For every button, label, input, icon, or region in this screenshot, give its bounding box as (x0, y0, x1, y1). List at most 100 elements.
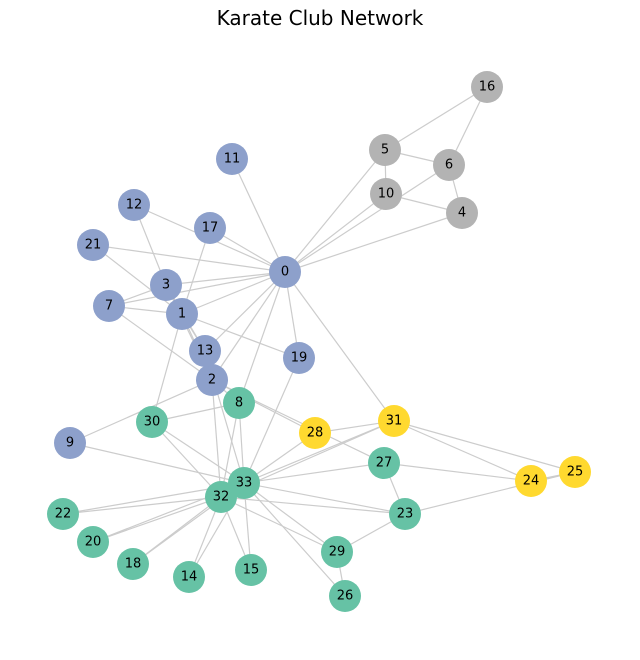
node-12: 12 (118, 189, 150, 221)
node-circle (136, 406, 168, 438)
node-27: 27 (368, 447, 400, 479)
edge-23-33 (243, 482, 406, 515)
node-circle (471, 71, 503, 103)
node-label: 6 (445, 158, 453, 173)
edge-30-32 (151, 421, 222, 498)
node-label: 0 (281, 265, 289, 280)
node-16: 16 (471, 71, 503, 103)
node-label: 26 (337, 589, 354, 604)
node-10: 10 (370, 178, 402, 210)
node-3: 3 (150, 269, 182, 301)
node-label: 4 (458, 206, 466, 221)
node-15: 15 (235, 554, 267, 586)
node-label: 9 (66, 436, 74, 451)
edge-24-31 (393, 420, 532, 482)
edge-0-5 (284, 149, 386, 273)
node-14: 14 (173, 561, 205, 593)
edge-29-33 (243, 482, 338, 553)
edge-27-33 (243, 462, 385, 484)
node-label: 7 (105, 299, 113, 314)
node-circle (166, 298, 198, 330)
node-label: 17 (202, 221, 219, 236)
node-31: 31 (378, 405, 410, 437)
node-circle (223, 387, 255, 419)
node-circle (77, 229, 109, 261)
node-17: 17 (194, 212, 226, 244)
node-label: 10 (378, 187, 395, 202)
node-19: 19 (283, 342, 315, 374)
node-label: 27 (376, 456, 393, 471)
edge-5-16 (384, 86, 488, 151)
edge-0-2 (211, 271, 286, 381)
node-circle (150, 269, 182, 301)
node-circle (389, 498, 421, 530)
node-label: 13 (197, 344, 214, 359)
node-23: 23 (389, 498, 421, 530)
edge-23-32 (220, 496, 406, 515)
edge-0-4 (284, 212, 463, 273)
node-label: 29 (329, 545, 346, 560)
edge-30-33 (151, 421, 245, 484)
edge-0-21 (92, 244, 286, 273)
node-21: 21 (77, 229, 109, 261)
node-8: 8 (223, 387, 255, 419)
node-4: 4 (446, 197, 478, 229)
node-label: 1 (178, 307, 186, 322)
edge-31-33 (243, 420, 395, 484)
node-circle (196, 364, 228, 396)
edge-25-31 (393, 420, 576, 473)
node-13: 13 (189, 335, 221, 367)
node-circle (189, 335, 221, 367)
node-label: 32 (213, 490, 230, 505)
node-circle (515, 465, 547, 497)
node-label: 14 (181, 570, 198, 585)
node-label: 12 (126, 198, 143, 213)
node-circle (54, 427, 86, 459)
node-label: 11 (224, 152, 241, 167)
edge-0-8 (238, 271, 286, 404)
node-18: 18 (117, 548, 149, 580)
edge-0-11 (231, 158, 286, 273)
node-label: 31 (386, 414, 403, 429)
edge-19-33 (243, 357, 300, 484)
node-label: 21 (85, 238, 102, 253)
node-circle (369, 134, 401, 166)
node-label: 3 (162, 278, 170, 293)
edge-26-33 (243, 482, 346, 597)
node-6: 6 (433, 149, 465, 181)
node-circle (368, 447, 400, 479)
node-label: 28 (307, 426, 324, 441)
node-28: 28 (299, 417, 331, 449)
node-label: 30 (144, 415, 161, 430)
node-22: 22 (47, 498, 79, 530)
node-25: 25 (559, 456, 591, 488)
node-circle (47, 498, 79, 530)
node-label: 2 (208, 373, 216, 388)
node-11: 11 (216, 143, 248, 175)
node-24: 24 (515, 465, 547, 497)
node-circle (93, 290, 125, 322)
edge-1-19 (181, 313, 300, 359)
node-circle (378, 405, 410, 437)
node-29: 29 (321, 536, 353, 568)
node-circle (329, 580, 361, 612)
node-circle (77, 526, 109, 558)
edge-0-31 (284, 271, 395, 422)
node-label: 33 (236, 476, 253, 491)
node-label: 18 (125, 557, 142, 572)
node-circle (235, 554, 267, 586)
node-32: 32 (205, 481, 237, 513)
node-7: 7 (93, 290, 125, 322)
node-circle (433, 149, 465, 181)
node-circle (173, 561, 205, 593)
node-circle (559, 456, 591, 488)
edge-layer (62, 86, 576, 597)
node-0: 0 (269, 256, 301, 288)
edge-1-30 (151, 313, 183, 423)
edge-0-3 (165, 271, 286, 286)
edge-2-7 (108, 305, 213, 381)
edge-20-32 (92, 496, 222, 543)
edge-9-33 (69, 442, 245, 484)
node-1: 1 (166, 298, 198, 330)
